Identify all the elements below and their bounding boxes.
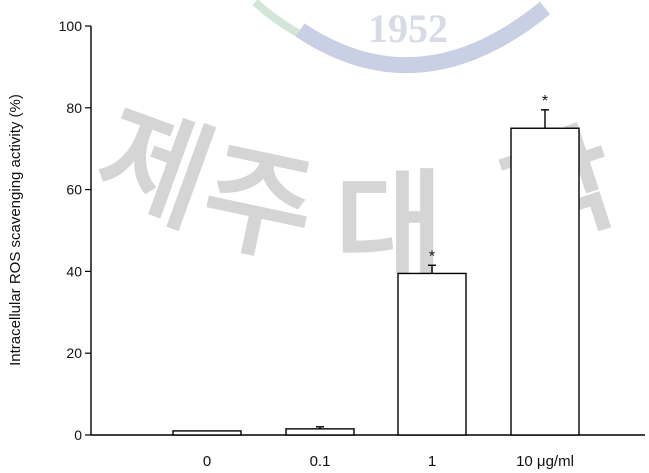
watermark-char-3: 대 bbox=[335, 162, 444, 294]
y-tick-label: 80 bbox=[66, 100, 82, 116]
bar bbox=[285, 428, 355, 436]
y-tick-label: 40 bbox=[66, 263, 82, 279]
bar bbox=[510, 127, 580, 436]
x-tick-label: 0.1 bbox=[310, 453, 331, 470]
y-tick-label: 0 bbox=[74, 427, 82, 443]
significance-marker: * bbox=[429, 248, 435, 265]
y-axis-label: Intracellular ROS scavenging activity (%… bbox=[7, 94, 24, 366]
x-axis-tick-labels: 0 0.1 1 10 μg/ml bbox=[203, 453, 574, 470]
x-tick-label: 1 bbox=[428, 453, 436, 470]
bars: ** bbox=[172, 93, 580, 436]
watermark-char-2: 주 bbox=[191, 129, 325, 281]
y-axis-ticks: 0 20 40 60 80 100 bbox=[59, 18, 91, 443]
y-tick-label: 20 bbox=[66, 345, 82, 361]
x-tick-label: 10 μg/ml bbox=[516, 453, 574, 470]
significance-marker: * bbox=[542, 93, 548, 110]
watermark-year: 1952 bbox=[368, 6, 448, 51]
y-tick-label: 60 bbox=[66, 182, 82, 198]
watermark-arc-blue bbox=[295, 1, 551, 74]
y-tick-label: 100 bbox=[59, 18, 83, 34]
x-tick-label: 0 bbox=[203, 453, 211, 470]
bar bbox=[397, 272, 467, 436]
bar bbox=[172, 430, 242, 436]
